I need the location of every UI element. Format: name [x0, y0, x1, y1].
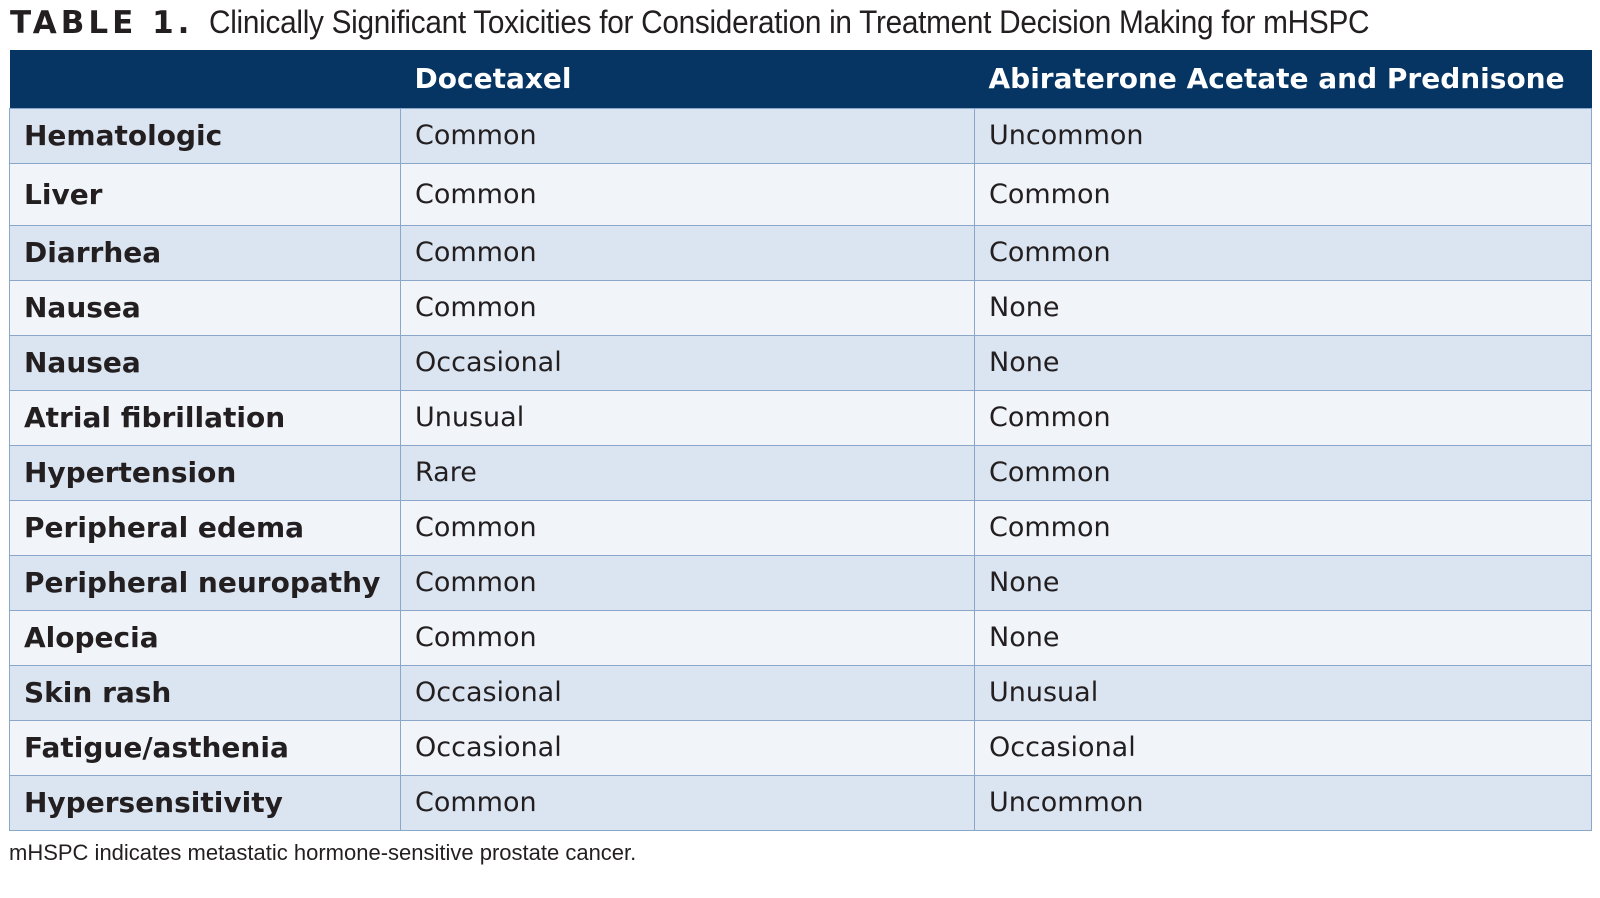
table-title: TABLE 1. Clinically Significant Toxiciti…	[10, 4, 1457, 44]
table-row: Nausea Common None	[9, 279, 1592, 335]
abiraterone-frequency: Common	[974, 444, 1592, 500]
toxicity-name: Hypersensitivity	[9, 774, 401, 830]
toxicity-name: Peripheral edema	[9, 499, 401, 555]
table-row: Atrial fibrillation Unusual Common	[9, 389, 1592, 445]
docetaxel-frequency: Common	[400, 279, 975, 335]
abiraterone-frequency: None	[974, 609, 1592, 665]
docetaxel-frequency: Unusual	[400, 389, 975, 445]
toxicity-name: Peripheral neuropathy	[9, 554, 401, 610]
table-header: Docetaxel Abiraterone Acetate and Predni…	[9, 50, 1592, 108]
abiraterone-frequency: Common	[974, 499, 1592, 555]
toxicity-table-container: Docetaxel Abiraterone Acetate and Predni…	[9, 50, 1592, 831]
abiraterone-frequency: None	[974, 554, 1592, 610]
table-row: Hematologic Common Uncommon	[9, 107, 1592, 163]
table-row: Hypertension Rare Common	[9, 444, 1592, 500]
docetaxel-frequency: Occasional	[400, 334, 975, 390]
abiraterone-frequency: Unusual	[974, 664, 1592, 720]
header-row: Docetaxel Abiraterone Acetate and Predni…	[9, 50, 1592, 108]
toxicity-name: Fatigue/asthenia	[9, 719, 401, 775]
toxicity-name: Nausea	[9, 279, 401, 335]
table-row: Nausea Occasional None	[9, 334, 1592, 390]
toxicity-name: Hypertension	[9, 444, 401, 500]
table-row: Hypersensitivity Common Uncommon	[9, 774, 1592, 830]
toxicity-name: Atrial fibrillation	[9, 389, 401, 445]
table-row: Peripheral neuropathy Common None	[9, 554, 1592, 610]
abiraterone-frequency: None	[974, 334, 1592, 390]
table-body: Hematologic Common Uncommon Liver Common…	[9, 107, 1592, 830]
abiraterone-frequency: Uncommon	[974, 107, 1592, 163]
table-number-label: TABLE 1.	[10, 5, 194, 41]
table-row: Alopecia Common None	[9, 609, 1592, 665]
abiraterone-frequency: None	[974, 279, 1592, 335]
abiraterone-frequency: Common	[974, 224, 1592, 280]
abiraterone-frequency: Common	[974, 389, 1592, 445]
docetaxel-frequency: Common	[400, 162, 975, 225]
toxicity-name: Nausea	[9, 334, 401, 390]
docetaxel-frequency: Common	[400, 609, 975, 665]
docetaxel-frequency: Common	[400, 499, 975, 555]
toxicity-name: Alopecia	[9, 609, 401, 665]
abiraterone-frequency: Occasional	[974, 719, 1592, 775]
docetaxel-frequency: Common	[400, 774, 975, 830]
header-cell-docetaxel: Docetaxel	[414, 62, 572, 96]
docetaxel-frequency: Occasional	[400, 664, 975, 720]
table-row: Liver Common Common	[9, 162, 1592, 225]
table-caption: Clinically Significant Toxicities for Co…	[209, 4, 1370, 40]
toxicity-name: Diarrhea	[9, 224, 401, 280]
toxicity-name: Hematologic	[9, 107, 401, 163]
header-cell-toxicity	[10, 50, 401, 108]
docetaxel-frequency: Occasional	[400, 719, 975, 775]
table-row: Peripheral edema Common Common	[9, 499, 1592, 555]
toxicity-table: Docetaxel Abiraterone Acetate and Predni…	[9, 50, 1592, 831]
toxicity-name: Liver	[9, 162, 401, 225]
docetaxel-frequency: Common	[400, 554, 975, 610]
abiraterone-frequency: Uncommon	[974, 774, 1592, 830]
table-row: Diarrhea Common Common	[9, 224, 1592, 280]
abiraterone-frequency: Common	[974, 162, 1592, 225]
toxicity-name: Skin rash	[9, 664, 401, 720]
header-cell-abiraterone: Abiraterone Acetate and Prednisone	[988, 62, 1565, 96]
docetaxel-frequency: Rare	[400, 444, 975, 500]
table-footnote: mHSPC indicates metastatic hormone-sensi…	[9, 840, 637, 865]
table-row: Skin rash Occasional Unusual	[9, 664, 1592, 720]
docetaxel-frequency: Common	[400, 107, 975, 163]
docetaxel-frequency: Common	[400, 224, 975, 280]
table-row: Fatigue/asthenia Occasional Occasional	[9, 719, 1592, 775]
